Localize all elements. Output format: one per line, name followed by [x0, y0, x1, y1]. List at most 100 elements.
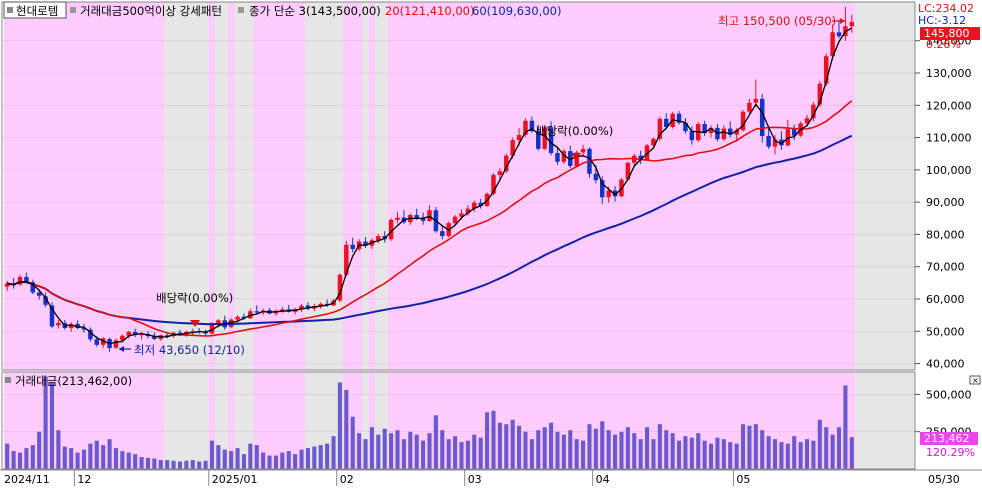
volume-bar: [203, 460, 208, 469]
volume-band: [195, 372, 203, 469]
volume-band: [16, 372, 24, 469]
volume-band: [496, 372, 504, 469]
candle-body: [785, 129, 791, 146]
volume-band: [439, 372, 447, 469]
volume-bar: [37, 431, 42, 469]
price-band: [669, 2, 677, 370]
candle-body: [555, 153, 560, 162]
volume-band: [176, 372, 184, 469]
price-band: [503, 2, 511, 370]
volume-bar: [145, 457, 151, 469]
volume-bar: [177, 461, 183, 469]
volume-band: [426, 372, 434, 469]
volume-bar: [836, 427, 842, 469]
price-band: [4, 2, 11, 370]
volume-bar: [24, 448, 29, 469]
price-band: [541, 2, 549, 370]
price-band: [554, 2, 562, 370]
price-band: [266, 2, 274, 370]
candle-body: [542, 127, 547, 149]
price-band: [791, 2, 799, 370]
price-band: [61, 2, 69, 370]
volume-bar: [113, 448, 119, 469]
price-band: [842, 2, 850, 370]
price-band: [131, 2, 139, 370]
price-band: [535, 2, 543, 370]
volume-square-icon: [5, 377, 11, 383]
volume-band: [599, 372, 607, 469]
volume-band: [637, 372, 645, 469]
price-band: [240, 2, 248, 370]
price-band: [99, 2, 107, 370]
volume-band: [355, 372, 363, 469]
volume-bar: [555, 431, 560, 469]
volume-bar: [62, 446, 67, 469]
volume-bar: [734, 443, 739, 469]
price-band: [419, 2, 427, 370]
price-band: [656, 2, 664, 370]
price-band: [87, 2, 95, 370]
future-band: [855, 2, 915, 370]
volume-band: [522, 372, 530, 469]
candle-body: [625, 162, 631, 180]
volume-band: [765, 372, 773, 469]
candle-body: [651, 138, 656, 146]
price-band: [279, 2, 287, 370]
volume-label: 거래대금(213,462,00): [15, 374, 132, 388]
volume-bar: [280, 452, 285, 469]
ma60-line: [7, 134, 853, 326]
volume-bar: [49, 382, 55, 469]
price-band: [816, 2, 824, 370]
volume-bar: [606, 430, 611, 469]
dividend-marker-1: [190, 320, 200, 327]
price-band: [586, 2, 594, 370]
price-band: [778, 2, 786, 370]
volume-bar: [696, 433, 701, 469]
candle-body: [56, 322, 61, 326]
high-annotation: 최고 150,500 (05/30): [718, 14, 836, 28]
volume-bar: [350, 416, 355, 469]
price-band: [848, 2, 856, 370]
price-band: [247, 2, 255, 370]
volume-bar: [676, 440, 682, 469]
volume-band: [23, 372, 31, 469]
volume-band: [791, 372, 799, 469]
volume-bar: [843, 385, 848, 469]
volume-band: [151, 372, 159, 469]
volume-band: [304, 372, 312, 469]
volume-band: [656, 372, 664, 469]
candle-body: [126, 331, 132, 336]
current-change: 0.28%: [926, 38, 961, 51]
stock-name-box[interactable]: [3, 1, 67, 19]
low-annotation: 최저 43,650 (12/10): [134, 343, 245, 357]
volume-band: [119, 372, 127, 469]
price-band: [746, 2, 754, 370]
candle-body: [830, 32, 835, 57]
price-band: [439, 2, 447, 370]
price-band: [138, 2, 146, 370]
volume-band: [99, 372, 107, 469]
collapse-button[interactable]: [969, 375, 981, 385]
volume-band: [669, 372, 677, 469]
volume-bar: [11, 451, 16, 469]
candle-body: [81, 328, 87, 330]
candle-body: [510, 140, 515, 156]
volume-bar: [651, 439, 656, 469]
volume-bar: [401, 439, 406, 469]
volume-bar: [478, 437, 483, 469]
volume-bar: [433, 415, 438, 469]
price-band: [720, 2, 728, 370]
pattern-label: 거래대금500억이상 강세패턴: [80, 4, 222, 18]
ma20-label: 20(121,410,00): [385, 4, 474, 18]
volume-band: [368, 372, 376, 469]
price-band: [714, 2, 722, 370]
candle-body: [529, 120, 535, 132]
volume-band: [560, 372, 568, 469]
volume-band: [618, 372, 626, 469]
volume-band: [183, 372, 191, 469]
volume-band: [106, 372, 114, 469]
volume-band: [547, 372, 555, 469]
volume-bar: [568, 430, 573, 469]
volume-bar: [632, 433, 637, 469]
